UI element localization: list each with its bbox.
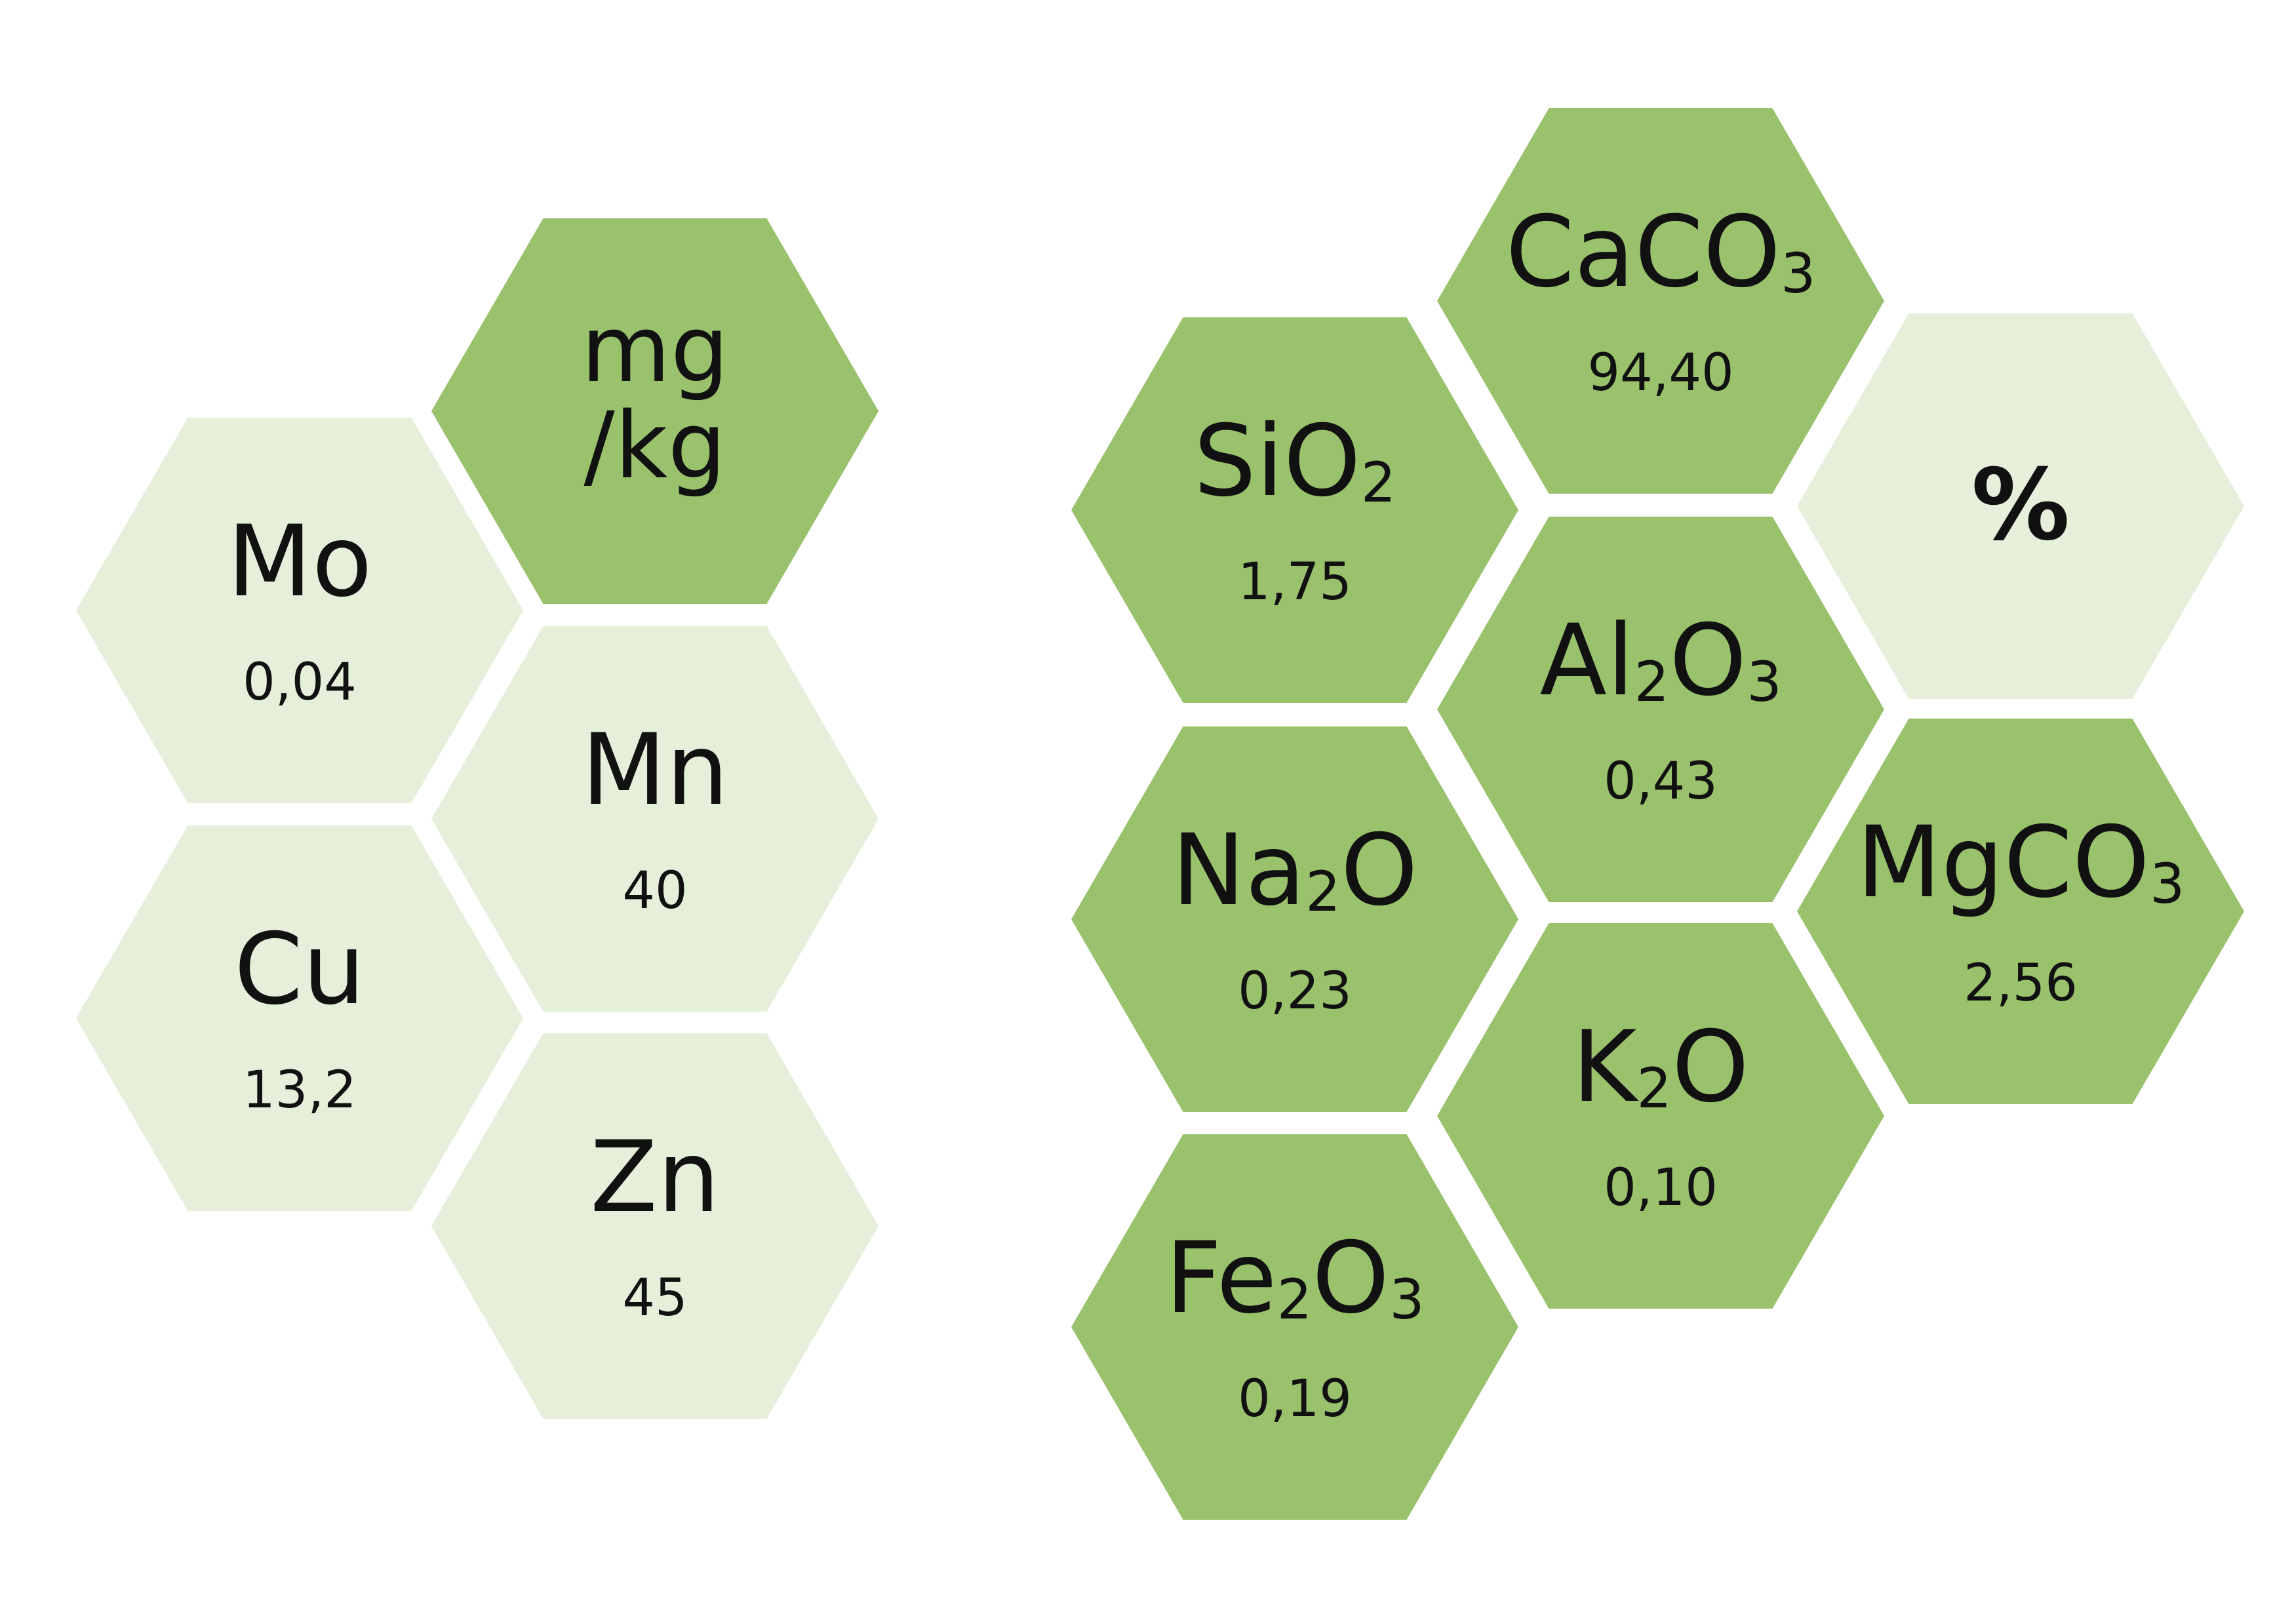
unit-label-percent: %: [1971, 448, 2070, 563]
hex-caco3: CaCO3 94,40: [1437, 108, 1884, 494]
compound-value: 0,10: [1604, 1159, 1718, 1218]
compound-value: 0,23: [1238, 962, 1352, 1021]
hex-mgco3: MgCO3 2,56: [1797, 719, 2244, 1104]
compound-value: 1,75: [1238, 553, 1352, 612]
compound-value: 0,19: [1238, 1370, 1352, 1429]
element-value: 45: [622, 1269, 688, 1328]
compound-value: 2,56: [1964, 954, 2078, 1013]
element-value: 13,2: [243, 1061, 357, 1120]
element-symbol: Mn: [581, 713, 729, 827]
hex-al2o3: Al2O3 0,43: [1437, 517, 1884, 902]
hex-unit-mgkg: mg /kg: [431, 218, 879, 604]
element-symbol: Cu: [234, 913, 365, 1027]
compound-formula: Na2O: [1172, 814, 1418, 928]
element-value: 0,04: [243, 653, 357, 712]
element-symbol: Zn: [590, 1120, 720, 1235]
compound-value: 94,40: [1587, 344, 1734, 403]
hex-cu: Cu 13,2: [76, 825, 523, 1211]
hex-zn: Zn 45: [431, 1033, 879, 1419]
hex-fe2o3: Fe2O3 0,19: [1071, 1134, 1518, 1520]
compound-value: 0,43: [1604, 752, 1718, 811]
hex-sio2: SiO2 1,75: [1071, 317, 1518, 703]
hex-mn: Mn 40: [431, 626, 879, 1012]
unit-label-mgkg: mg /kg: [581, 296, 729, 500]
element-symbol: Mo: [227, 505, 372, 619]
compound-formula: K2O: [1572, 1010, 1749, 1124]
hex-mo: Mo 0,04: [76, 418, 523, 803]
compound-formula: SiO2: [1193, 405, 1396, 519]
compound-formula: Fe2O3: [1165, 1221, 1425, 1336]
hex-unit-percent: %: [1797, 313, 2244, 699]
compound-formula: MgCO3: [1856, 806, 2185, 920]
hex-na2o: Na2O 0,23: [1071, 726, 1518, 1112]
compound-formula: Al2O3: [1539, 604, 1782, 718]
compound-formula: CaCO3: [1505, 195, 1816, 309]
hex-k2o: K2O 0,10: [1437, 923, 1884, 1309]
element-value: 40: [622, 862, 688, 921]
